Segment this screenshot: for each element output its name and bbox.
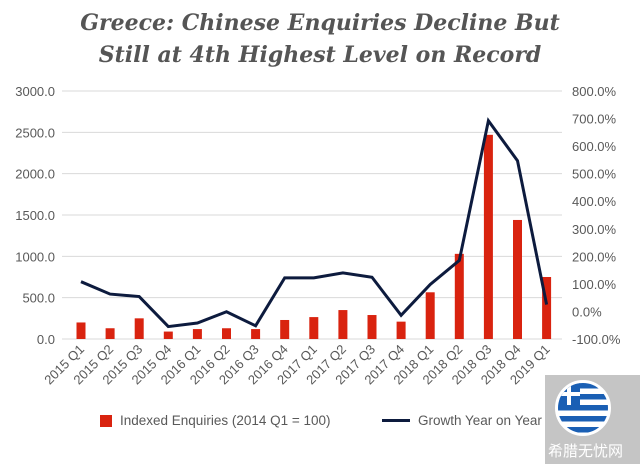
bar-2015-q2 <box>105 328 115 339</box>
left-axis-tick-label: 500.0 <box>22 291 55 306</box>
bar-2015-q1 <box>76 322 86 339</box>
legend-label-bars: Indexed Enquiries (2014 Q1 = 100) <box>120 413 331 428</box>
right-axis-tick-label: 600.0% <box>572 139 617 154</box>
bar-2017-q1 <box>309 317 319 339</box>
bar-2017-q2 <box>338 310 348 339</box>
bar-2019-q1 <box>542 277 552 339</box>
left-axis-tick-label: 1000.0 <box>15 249 55 264</box>
right-axis-tick-label: 200.0% <box>572 249 617 264</box>
left-axis-tick-label: 1500.0 <box>15 208 55 223</box>
left-axis-tick-label: 3000.0 <box>15 84 55 99</box>
bar-2016-q1 <box>192 329 202 339</box>
chart-title-line-1: Greece: Chinese Enquiries Decline But <box>80 10 560 36</box>
right-axis-tick-label: 400.0% <box>572 194 617 209</box>
legend-swatch-line <box>382 419 410 422</box>
left-axis-tick-label: 2000.0 <box>15 167 55 182</box>
bar-2018-q4 <box>513 219 522 339</box>
right-axis-tick-label: 800.0% <box>572 84 617 99</box>
legend-item-bars: Indexed Enquiries (2014 Q1 = 100) <box>100 413 331 428</box>
bar-2018-q1 <box>425 292 435 339</box>
chart-title-line-2: Still at 4th Highest Level on Record <box>98 42 542 68</box>
bar-2018-q3 <box>483 134 493 339</box>
bar-2017-q3 <box>367 315 377 339</box>
bar-2015-q4 <box>163 331 173 339</box>
left-axis-tick-label: 0.0 <box>37 332 55 347</box>
left-axis-tick-label: 2500.0 <box>15 125 55 140</box>
greek-flag-logo <box>555 380 611 436</box>
bar-2016-q3 <box>251 329 261 339</box>
legend-swatch-bar <box>100 414 112 427</box>
right-axis-tick-label: -100.0% <box>572 332 621 347</box>
bar-2018-q2 <box>454 253 464 339</box>
bar-2015-q3 <box>134 318 144 339</box>
right-axis-tick-label: 0.0% <box>572 304 602 319</box>
right-axis-tick-label: 500.0% <box>572 167 617 182</box>
legend-item-line: Growth Year on Year <box>382 413 542 428</box>
bar-2016-q4 <box>280 319 290 339</box>
legend-label-line: Growth Year on Year <box>418 413 542 428</box>
watermark-text: 希腊无忧网 <box>548 442 624 460</box>
bar-2017-q4 <box>396 321 406 339</box>
growth-line <box>80 117 549 329</box>
right-axis-tick-label: 700.0% <box>572 112 617 127</box>
right-axis-tick-label: 300.0% <box>572 222 617 237</box>
right-axis-tick-label: 100.0% <box>572 277 617 292</box>
bar-2016-q2 <box>222 328 231 339</box>
